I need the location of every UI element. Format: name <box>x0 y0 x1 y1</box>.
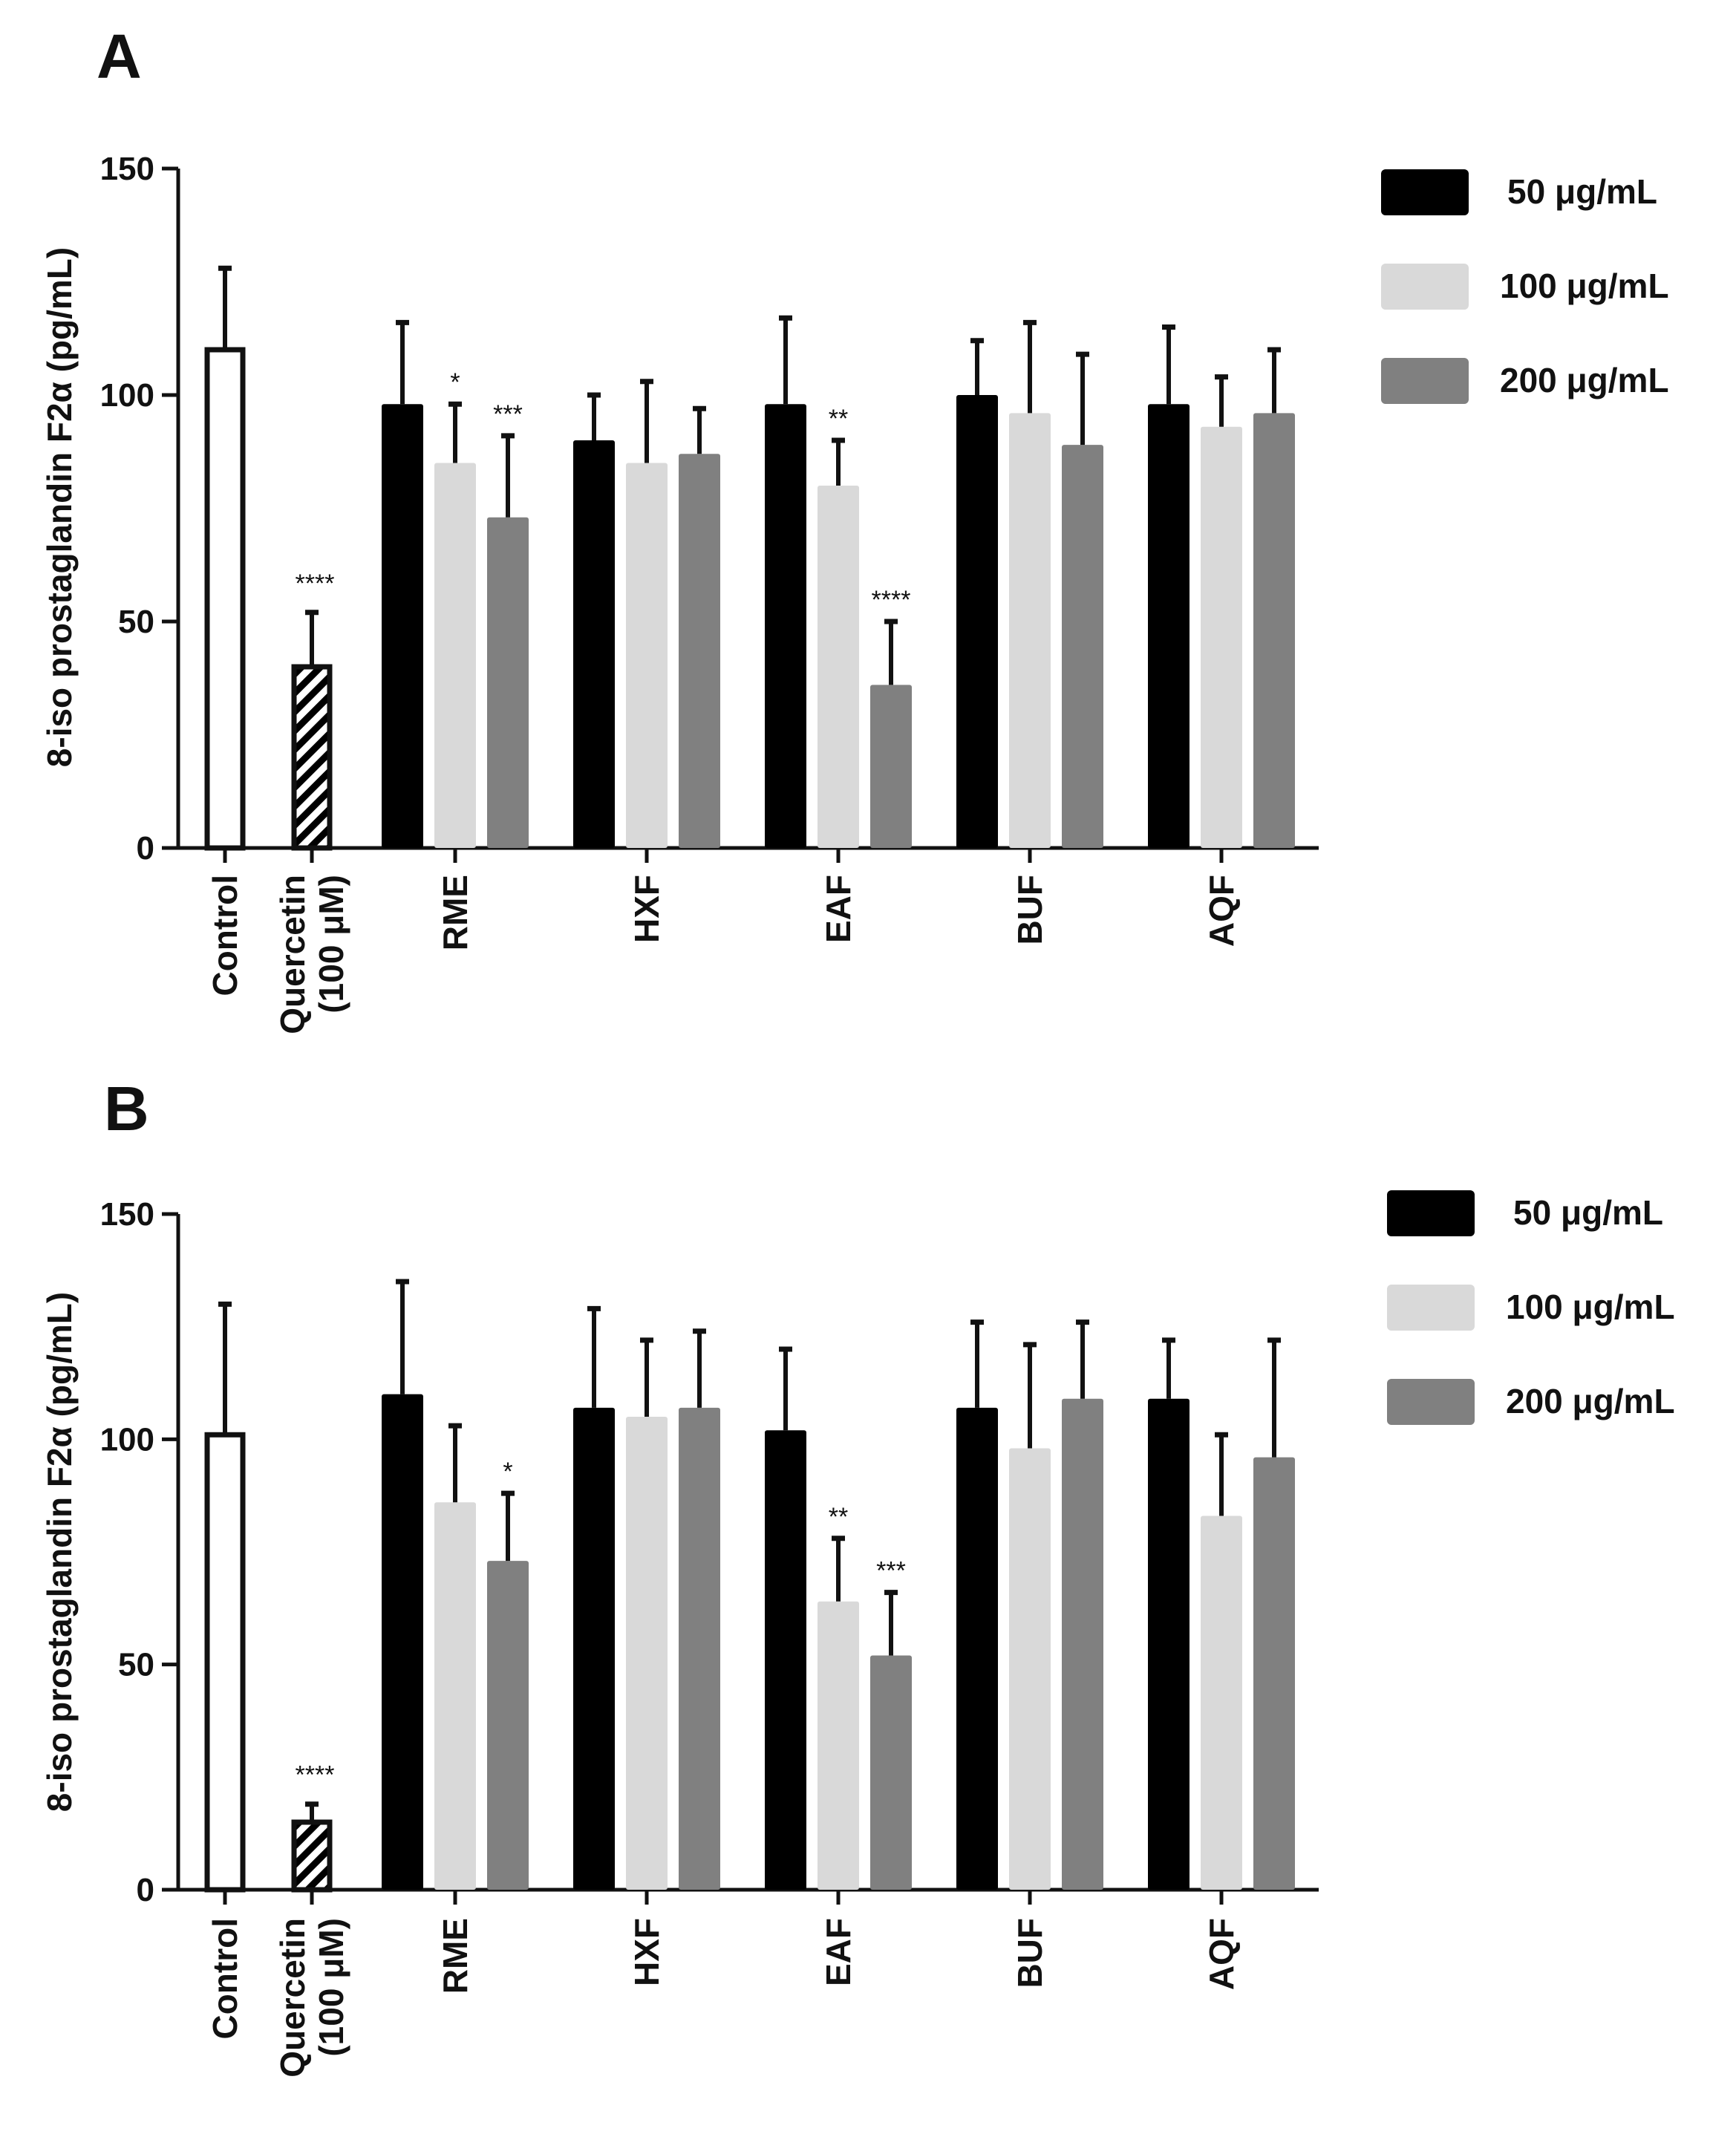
y-tick-label: 50 <box>118 1647 154 1683</box>
legend-swatch <box>1381 264 1469 310</box>
panel-a-y-axis-title: 8-iso prostaglandin F2α (pg/mL) <box>40 247 79 767</box>
y-tick-label: 0 <box>137 1872 154 1908</box>
category-sublabel: (100 μM) <box>312 875 350 1014</box>
bar-rme-series-3 <box>487 1561 529 1890</box>
legend-swatch <box>1387 1379 1475 1425</box>
bar-aqf-series-1 <box>1148 1398 1190 1890</box>
bar-rme-series-2 <box>434 1502 476 1890</box>
legend-swatch <box>1387 1190 1475 1236</box>
panel-b: B 8-iso prostaglandin F2α (pg/mL) 0 50 100… <box>40 1074 1675 2078</box>
significance-label: ** <box>829 405 848 433</box>
significance-label: ** <box>829 1503 848 1531</box>
category-label-aqf: AQF <box>1202 1918 1241 1990</box>
legend-label: 50 μg/mL <box>1513 1193 1663 1232</box>
bar-buf-series-1 <box>956 395 998 848</box>
category-label: Quercetin <box>273 875 312 1034</box>
legend: 50 μg/mL 100 μg/mL 200 μg/mL <box>1381 169 1669 404</box>
category-label-eaf: EAF <box>819 1918 858 1986</box>
bar-hxf-series-2 <box>626 1417 668 1890</box>
panel-b-letter: B <box>104 1074 149 1143</box>
bar-control <box>204 1432 246 1893</box>
category-label-rme: RME <box>436 1918 474 1994</box>
panel-a-letter: A <box>97 22 142 91</box>
bar-hxf-series-1 <box>573 440 615 848</box>
bar-hxf-series-3 <box>679 1407 720 1890</box>
legend-label: 100 μg/mL <box>1500 267 1669 305</box>
bar-hxf-series-1 <box>573 1407 615 1890</box>
bar-quercetin <box>291 1819 333 1893</box>
bar-rme-series-2 <box>434 463 476 848</box>
y-tick-label: 150 <box>100 1196 154 1233</box>
legend-label: 200 μg/mL <box>1506 1382 1675 1420</box>
bar-hxf-series-3 <box>679 454 720 848</box>
category-label-eaf: EAF <box>819 875 858 943</box>
y-tick-label: 50 <box>118 604 154 640</box>
bar-buf-series-3 <box>1062 445 1103 848</box>
significance-label: * <box>450 368 460 397</box>
bar-aqf-series-2 <box>1201 1516 1242 1890</box>
category-label: Control <box>206 875 244 996</box>
category-label-aqf: AQF <box>1202 875 1241 947</box>
bar-quercetin <box>291 664 333 851</box>
bar-eaf-series-3 <box>870 1655 912 1890</box>
panel-a: A 8-iso prostaglandin F2α (pg/mL) 0 50 100… <box>40 22 1669 1034</box>
bar-buf-series-2 <box>1009 1448 1051 1890</box>
legend-label: 50 μg/mL <box>1507 172 1657 211</box>
bar-rme-series-1 <box>382 1394 423 1890</box>
panel-b-y-axis-title: 8-iso prostaglandin F2α (pg/mL) <box>40 1292 79 1812</box>
category-label-buf: BUF <box>1011 1918 1049 1988</box>
category-label-hxf: HXF <box>627 875 666 943</box>
bar-eaf-series-3 <box>870 685 912 848</box>
legend-label: 100 μg/mL <box>1506 1288 1675 1326</box>
bar-aqf-series-1 <box>1148 404 1190 848</box>
significance-label: * <box>503 1458 512 1486</box>
bar-eaf-series-2 <box>818 1601 859 1890</box>
bar-eaf-series-2 <box>818 486 859 848</box>
category-label: Quercetin <box>273 1918 312 2078</box>
bar-aqf-series-2 <box>1201 426 1242 848</box>
bar-eaf-series-1 <box>765 1430 806 1890</box>
bar-aqf-series-3 <box>1253 413 1295 848</box>
significance-label: **** <box>296 1761 335 1789</box>
y-tick-label: 0 <box>137 830 154 867</box>
legend-swatch <box>1381 169 1469 215</box>
bar-control <box>204 347 246 851</box>
bar-aqf-series-3 <box>1253 1457 1295 1890</box>
category-label-hxf: HXF <box>627 1918 666 1986</box>
legend-label: 200 μg/mL <box>1500 361 1669 399</box>
significance-label: **** <box>296 570 335 598</box>
significance-label: *** <box>493 400 523 428</box>
category-label-buf: BUF <box>1011 875 1049 945</box>
bar-eaf-series-1 <box>765 404 806 848</box>
category-sublabel: (100 μM) <box>312 1918 350 2057</box>
category-label-rme: RME <box>436 875 474 950</box>
y-tick-label: 100 <box>100 1421 154 1458</box>
y-tick-label: 100 <box>100 377 154 414</box>
bar-hxf-series-2 <box>626 463 668 848</box>
y-tick-label: 150 <box>100 151 154 187</box>
category-label: Control <box>206 1918 244 2040</box>
significance-label: *** <box>876 1557 906 1585</box>
bar-buf-series-1 <box>956 1407 998 1890</box>
significance-label: **** <box>872 586 911 614</box>
legend-swatch <box>1387 1285 1475 1331</box>
bar-rme-series-1 <box>382 404 423 848</box>
legend-swatch <box>1381 358 1469 404</box>
legend: 50 μg/mL 100 μg/mL 200 μg/mL <box>1387 1190 1675 1425</box>
bar-buf-series-2 <box>1009 413 1051 848</box>
bar-rme-series-3 <box>487 517 529 848</box>
bar-buf-series-3 <box>1062 1398 1103 1890</box>
